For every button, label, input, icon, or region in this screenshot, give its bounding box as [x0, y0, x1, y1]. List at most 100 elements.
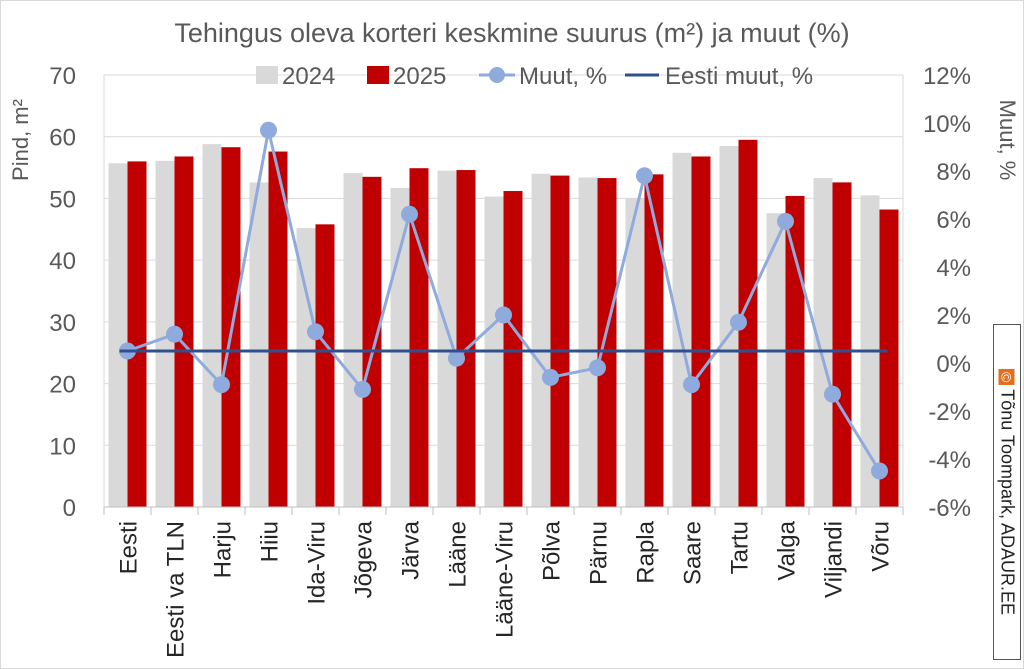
chart-title: Tehingus oleva korteri keskmine suurus (…	[174, 18, 849, 48]
bar-2024	[155, 160, 175, 508]
x-tick-label: Viljandi	[821, 521, 848, 598]
muut-point	[401, 205, 418, 223]
bar-2025	[456, 170, 476, 508]
bar-2025	[409, 168, 429, 507]
bar-2025	[550, 175, 570, 507]
bar-2024	[343, 173, 363, 507]
copyright-icon: ©	[998, 368, 1015, 386]
y-tick-left: 10	[49, 433, 76, 460]
bar-2024	[531, 173, 551, 507]
bar-2025	[127, 161, 147, 507]
muut-point	[777, 212, 794, 230]
y-tick-right: 12%	[923, 63, 971, 90]
x-tick-label: Lääne-Viru	[492, 521, 519, 638]
y-tick-right: -2%	[928, 399, 971, 426]
x-tick-label: Harju	[210, 521, 237, 578]
axes	[103, 75, 904, 515]
x-tick-label: Valga	[774, 520, 801, 580]
bar-2024	[672, 152, 692, 507]
bar-2025	[691, 156, 711, 507]
y-tick-right: 10%	[923, 111, 971, 138]
muut-point	[307, 323, 324, 341]
x-tick-label: Saare	[680, 521, 707, 585]
x-tick-label: Järva	[398, 520, 425, 579]
legend-swatch-2024	[256, 66, 278, 84]
muut-point	[495, 306, 512, 324]
y-tick-right: -6%	[928, 495, 971, 522]
legend-label: Eesti muut, %	[665, 63, 813, 90]
x-tick-label: Ida-Viru	[304, 521, 331, 605]
y-tick-right: 4%	[936, 255, 971, 282]
bar-2025	[597, 178, 617, 507]
x-tick-label: Põlva	[539, 520, 566, 581]
bar-2024	[202, 144, 222, 507]
muut-point	[166, 325, 183, 343]
muut-point	[636, 167, 653, 185]
x-tick-label: Tartu	[727, 521, 754, 574]
bar-2025	[832, 182, 852, 507]
bar-2025	[644, 174, 664, 508]
bar-2024	[108, 163, 128, 507]
muut-point	[213, 376, 230, 394]
x-axis-labels: Eesti Eesti va TLN Harju Hiiu Ida-Viru Jõgeva…	[116, 520, 895, 658]
x-tick-label: Lääne	[445, 521, 472, 588]
x-tick-label: Rapla	[633, 520, 660, 583]
legend-label: 2025	[393, 63, 446, 90]
credit-text-wrap: © Tõnu Toompark, ADAUR.EE	[997, 368, 1018, 616]
legend-label: 2024	[282, 63, 335, 90]
y-tick-left: 70	[49, 63, 76, 90]
y-tick-right: 2%	[936, 303, 971, 330]
y-tick-left: 30	[49, 310, 76, 337]
y-tick-left: 60	[49, 125, 76, 152]
muut-point	[871, 462, 888, 480]
credit-text: Tõnu Toompark, ADAUR.EE	[997, 389, 1018, 616]
y-tick-left: 40	[49, 248, 76, 275]
bar-2024	[249, 182, 269, 507]
x-tick-label: Pärnu	[586, 521, 613, 585]
muut-point	[730, 313, 747, 331]
legend: 2024 2025 Muut, % Eesti muut, %	[256, 63, 813, 90]
bar-2025	[268, 151, 288, 508]
x-tick-label: Võru	[868, 521, 895, 572]
bar-2025	[738, 139, 758, 508]
credit-badge: © Tõnu Toompark, ADAUR.EE	[993, 324, 1021, 660]
x-tick-label: Jõgeva	[351, 520, 378, 598]
y-axis-left-ticks: 0 10 20 30 40 50 60 70	[49, 63, 76, 522]
y-axis-right-ticks: -6% -4% -2% 0% 2% 4% 6% 8% 10% 12%	[923, 63, 971, 522]
bar-2024	[390, 187, 410, 508]
bar-2024	[813, 178, 833, 507]
y-tick-right: 0%	[936, 351, 971, 378]
y-axis-left-label: Pind, m²	[8, 99, 33, 181]
muut-point	[448, 349, 465, 367]
y-tick-left: 20	[49, 372, 76, 399]
muut-point	[683, 376, 700, 394]
bar-2024	[625, 198, 645, 507]
bar-2025	[315, 224, 335, 507]
y-tick-right: 6%	[936, 207, 971, 234]
muut-point	[542, 368, 559, 386]
muut-point	[589, 359, 606, 377]
x-tick-label: Hiiu	[257, 521, 284, 562]
bar-2025	[362, 176, 382, 508]
x-tick-label: Eesti	[116, 521, 143, 574]
muut-point	[260, 121, 277, 139]
y-tick-right: 8%	[936, 159, 971, 186]
muut-point	[824, 385, 841, 403]
muut-point	[354, 380, 371, 398]
bars	[108, 139, 899, 508]
y-axis-right-label: Muut, %	[995, 100, 1020, 181]
lines	[119, 121, 888, 480]
bar-2025	[879, 209, 899, 507]
bar-2024	[719, 145, 739, 507]
legend-label: Muut, %	[519, 63, 607, 90]
x-tick-label: Eesti va TLN	[163, 521, 190, 658]
y-tick-left: 50	[49, 186, 76, 213]
y-tick-left: 0	[63, 495, 76, 522]
legend-swatch-2025	[367, 66, 389, 84]
bar-2024	[296, 228, 316, 507]
bar-2024	[578, 177, 598, 507]
bar-2025	[174, 156, 194, 507]
bar-2024	[766, 213, 786, 508]
y-tick-right: -4%	[928, 447, 971, 474]
